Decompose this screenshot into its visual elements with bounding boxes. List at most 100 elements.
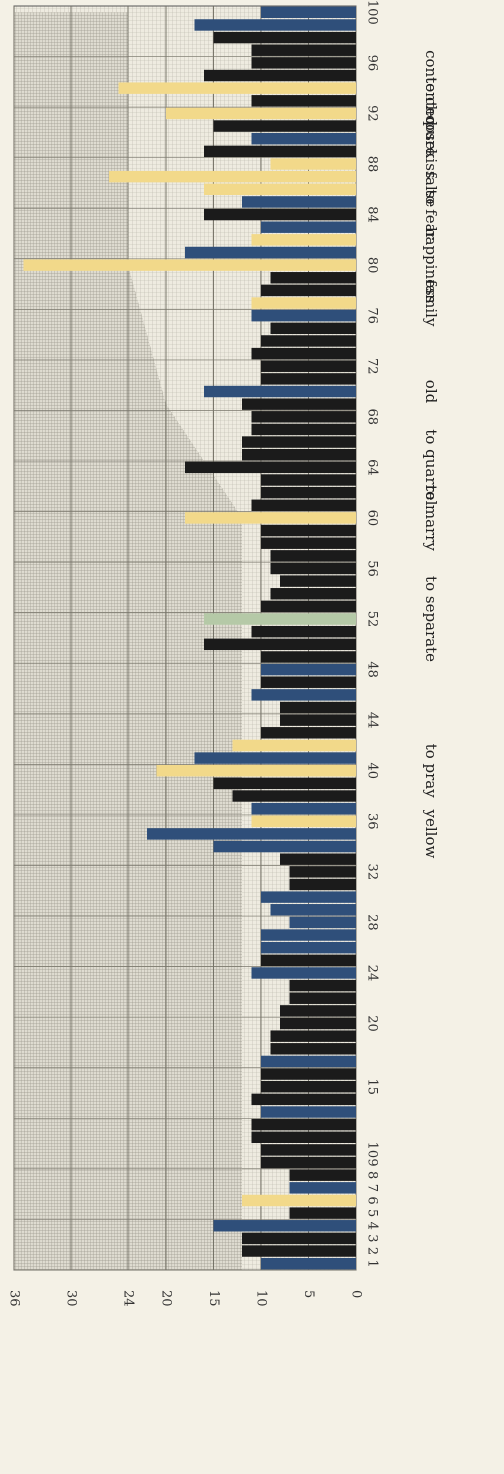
bar-52 bbox=[204, 613, 356, 625]
category-tick-60: 60 bbox=[365, 510, 380, 527]
value-tick-24: 24 bbox=[121, 1290, 136, 1307]
bar-75 bbox=[270, 322, 356, 335]
bar-series bbox=[23, 6, 356, 1270]
category-tick-68: 68 bbox=[365, 409, 380, 426]
bar-98 bbox=[213, 31, 356, 44]
annotation-contented: contented bbox=[422, 50, 440, 127]
category-tick-36: 36 bbox=[365, 813, 380, 830]
bar-83 bbox=[261, 221, 356, 233]
bar-70 bbox=[204, 385, 356, 398]
bar-47 bbox=[261, 676, 356, 688]
category-tick-20: 20 bbox=[365, 1015, 380, 1032]
value-tick-20: 20 bbox=[159, 1290, 174, 1307]
annotation-happiness: happiness bbox=[422, 227, 440, 304]
category-tick-72: 72 bbox=[365, 358, 380, 375]
bar-22 bbox=[289, 992, 356, 1004]
bar-81 bbox=[185, 246, 356, 259]
bar-20 bbox=[280, 1017, 356, 1030]
bar-87 bbox=[109, 170, 356, 183]
bar-31 bbox=[289, 878, 356, 891]
bar-68 bbox=[251, 411, 356, 423]
bar-73 bbox=[251, 347, 356, 360]
bar-28 bbox=[289, 916, 356, 929]
bar-77 bbox=[251, 297, 356, 309]
category-tick-88: 88 bbox=[365, 156, 380, 173]
annotation-to-fear: to fear bbox=[422, 189, 440, 240]
bar-45 bbox=[280, 701, 356, 714]
bar-93 bbox=[251, 95, 356, 107]
category-tick-80: 80 bbox=[365, 257, 380, 274]
category-tick-96: 96 bbox=[365, 55, 380, 72]
category-tick-84: 84 bbox=[365, 206, 380, 223]
category-tick-1: 1 bbox=[365, 1260, 380, 1268]
category-tick-4: 4 bbox=[365, 1222, 380, 1230]
bar-54 bbox=[270, 588, 356, 600]
bar-12 bbox=[251, 1118, 356, 1131]
bar-92 bbox=[166, 107, 356, 120]
bar-4 bbox=[213, 1220, 356, 1232]
bar-82 bbox=[251, 234, 356, 246]
bar-15 bbox=[261, 1081, 356, 1093]
annotation-to-quarrel: to quarrel bbox=[422, 429, 440, 505]
bar-62 bbox=[261, 486, 356, 499]
bar-23 bbox=[289, 979, 356, 992]
bar-80 bbox=[23, 259, 356, 271]
category-tick-100: 100 bbox=[365, 0, 380, 25]
bar-6 bbox=[242, 1194, 356, 1207]
bar-86 bbox=[204, 183, 356, 195]
bar-49 bbox=[261, 651, 356, 663]
bar-18 bbox=[270, 1043, 356, 1055]
bar-38 bbox=[232, 790, 356, 802]
bar-17 bbox=[261, 1055, 356, 1068]
category-tick-10: 10 bbox=[365, 1142, 380, 1159]
bar-56 bbox=[270, 562, 356, 575]
bar-7 bbox=[289, 1182, 356, 1194]
bar-90 bbox=[251, 133, 356, 145]
bar-64 bbox=[185, 461, 356, 474]
bar-100 bbox=[261, 6, 356, 19]
category-tick-44: 44 bbox=[365, 712, 380, 729]
value-tick-5: 5 bbox=[301, 1290, 316, 1298]
bar-3 bbox=[242, 1232, 356, 1245]
bar-39 bbox=[213, 777, 356, 790]
category-tick-28: 28 bbox=[365, 914, 380, 931]
bar-40 bbox=[156, 765, 356, 777]
value-tick-0: 0 bbox=[349, 1290, 364, 1298]
bar-32 bbox=[289, 866, 356, 878]
bar-53 bbox=[261, 600, 356, 613]
bar-41 bbox=[194, 752, 356, 764]
bar-60 bbox=[185, 512, 356, 524]
annotation-yellow: yellow bbox=[422, 809, 440, 859]
bar-85 bbox=[242, 196, 356, 208]
bar-19 bbox=[270, 1030, 356, 1042]
bar-88 bbox=[270, 158, 356, 170]
annotation-family: family bbox=[422, 280, 440, 327]
bar-97 bbox=[251, 44, 356, 56]
bar-51 bbox=[251, 625, 356, 638]
bar-27 bbox=[261, 929, 356, 941]
bar-2 bbox=[242, 1245, 356, 1257]
bar-61 bbox=[251, 499, 356, 511]
bar-43 bbox=[261, 727, 356, 739]
plot-grid-background bbox=[13, 5, 357, 1271]
bar-79 bbox=[270, 272, 356, 284]
category-tick-15: 15 bbox=[365, 1078, 380, 1095]
bar-30 bbox=[261, 891, 356, 903]
value-tick-10: 10 bbox=[254, 1290, 269, 1307]
category-tick-2: 2 bbox=[365, 1247, 380, 1255]
bar-57 bbox=[270, 550, 356, 562]
bar-84 bbox=[204, 208, 356, 221]
annotation-to-choose: to choose bbox=[422, 77, 440, 150]
bar-44 bbox=[280, 714, 356, 726]
category-tick-3: 3 bbox=[365, 1234, 380, 1242]
bar-42 bbox=[232, 739, 356, 752]
annotation-to-marry: to marry bbox=[422, 485, 440, 551]
annotation-to-pray: to pray bbox=[422, 744, 440, 799]
bar-72 bbox=[261, 360, 356, 372]
bar-89 bbox=[204, 145, 356, 158]
bar-67 bbox=[251, 423, 356, 436]
category-tick-76: 76 bbox=[365, 307, 380, 324]
category-tick-52: 52 bbox=[365, 611, 380, 628]
